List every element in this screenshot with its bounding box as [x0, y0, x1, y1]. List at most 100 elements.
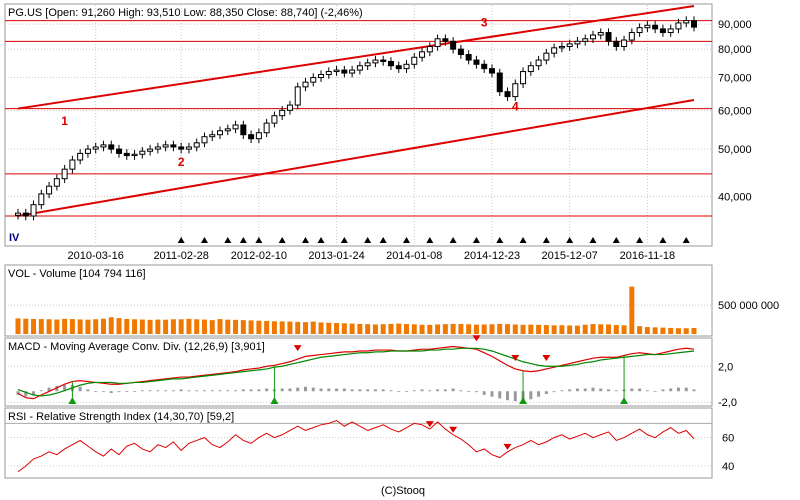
signal-triangle-10 [379, 237, 387, 243]
macd-histogram-bar-80 [638, 388, 642, 392]
candle-body-38 [310, 77, 317, 83]
volume-axis: 500 000 000 [718, 300, 779, 312]
candle-body-72 [574, 40, 581, 45]
volume-bar-43 [349, 323, 355, 334]
price-tick-label-5: 90,000 [718, 19, 752, 31]
macd-histogram-bar-76 [607, 389, 611, 392]
volume-bar-64 [512, 324, 518, 334]
candle-body-6 [61, 168, 68, 180]
candle-body-60 [481, 63, 488, 70]
volume-bar-0 [15, 318, 21, 334]
macd-histogram-bar-36 [296, 387, 300, 392]
volume-bar-85 [675, 328, 681, 334]
candle-body-46 [372, 59, 379, 64]
signal-triangle-14 [472, 237, 480, 243]
candle-body-9 [84, 148, 91, 154]
volume-bar-58 [466, 324, 472, 334]
volume-bar-36 [295, 321, 301, 334]
macd-histogram-bar-4 [47, 387, 51, 392]
macd-histogram-bar-82 [653, 391, 657, 393]
macd-histogram-bar-29 [241, 389, 245, 392]
macd-histogram-bar-16 [140, 390, 144, 392]
candle-body-25 [209, 134, 216, 138]
volume-bar-53 [427, 324, 433, 334]
macd-histogram-bar-30 [249, 389, 253, 392]
volume-bar-65 [520, 324, 526, 334]
price-tick-label-0: 40,000 [718, 192, 752, 204]
volume-bar-48 [388, 323, 394, 334]
candle-body-23 [193, 142, 200, 148]
macd-histogram-bar-38 [311, 387, 315, 392]
macd-histogram-bar-18 [156, 390, 160, 392]
signal-triangle-13 [449, 237, 457, 243]
candle-body-17 [147, 148, 154, 152]
candle-body-43 [349, 69, 356, 74]
candle-body-33 [271, 115, 278, 124]
macd-histogram-bar-22 [187, 390, 191, 392]
volume-bar-40 [326, 322, 332, 334]
candle-body-22 [185, 146, 192, 150]
candle-body-27 [224, 128, 231, 132]
volume-bar-14 [124, 318, 130, 334]
candle-body-73 [582, 38, 589, 42]
candle-body-84 [667, 28, 674, 34]
candle-body-44 [356, 65, 363, 71]
volume-bar-72 [574, 325, 580, 334]
macd-histogram-bar-84 [669, 388, 673, 392]
signal-triangle-20 [612, 237, 620, 243]
candle-body-36 [294, 86, 301, 106]
wave-label-4: 4 [512, 99, 519, 113]
macd-sell-marker-3 [542, 354, 551, 361]
candle-body-79 [628, 32, 635, 41]
candle-body-28 [232, 124, 239, 130]
candle-body-40 [325, 71, 332, 76]
volume-bar-76 [606, 324, 612, 334]
signal-triangle-11 [403, 237, 411, 243]
macd-histogram-bar-61 [490, 391, 494, 397]
volume-bar-87 [691, 327, 697, 334]
macd-histogram-bar-70 [560, 390, 564, 392]
rsi-overbought-marker-0 [425, 421, 434, 428]
wave-label-3: 3 [481, 15, 488, 29]
candle-body-1 [22, 212, 29, 217]
volume-bar-57 [458, 324, 464, 334]
rsi-tick-label-1: 60 [722, 433, 734, 445]
volume-bar-79 [629, 286, 635, 334]
macd-title: MACD - Moving Average Conv. Div. (12,26,… [8, 341, 265, 353]
candle-body-70 [558, 46, 565, 49]
macd-histogram-bar-54 [436, 389, 440, 392]
macd-histogram-bar-21 [179, 389, 183, 392]
candle-body-15 [131, 153, 138, 157]
candle-body-76 [605, 32, 612, 42]
macd-histogram-bar-35 [288, 388, 292, 392]
volume-bar-1 [23, 318, 29, 334]
macd-histogram-bar-34 [280, 388, 284, 392]
candle-body-82 [652, 24, 659, 30]
volume-bar-13 [116, 318, 122, 334]
macd-sell-marker-0 [293, 345, 302, 352]
macd-tick-label-0: -2,0 [718, 397, 737, 409]
price-annotations: 1 2 3 4 [61, 15, 690, 243]
macd-histogram-bar-81 [645, 390, 649, 392]
volume-bar-6 [62, 318, 68, 334]
price-tick-label-2: 60,000 [718, 105, 752, 117]
price-panel [4, 3, 713, 247]
signal-triangle-12 [426, 237, 434, 243]
volume-bar-83 [660, 327, 666, 334]
volume-bar-12 [108, 317, 114, 334]
volume-bar-78 [621, 325, 627, 334]
signal-triangle-9 [364, 237, 372, 243]
volume-bar-30 [248, 320, 254, 334]
volume-bar-31 [256, 320, 262, 334]
volume-bar-39 [318, 322, 324, 334]
macd-histogram-bar-37 [303, 386, 307, 392]
candle-body-53 [426, 46, 433, 53]
candle-body-62 [496, 72, 503, 93]
volume-bar-68 [543, 325, 549, 334]
candle-body-26 [217, 130, 224, 136]
signal-triangle-19 [589, 237, 597, 243]
candle-body-20 [170, 144, 177, 148]
candle-body-12 [108, 144, 115, 150]
macd-histogram-bar-68 [544, 391, 548, 394]
macd-panel [4, 337, 713, 407]
